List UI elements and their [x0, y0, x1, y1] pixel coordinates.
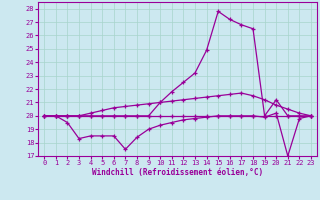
X-axis label: Windchill (Refroidissement éolien,°C): Windchill (Refroidissement éolien,°C) — [92, 168, 263, 177]
